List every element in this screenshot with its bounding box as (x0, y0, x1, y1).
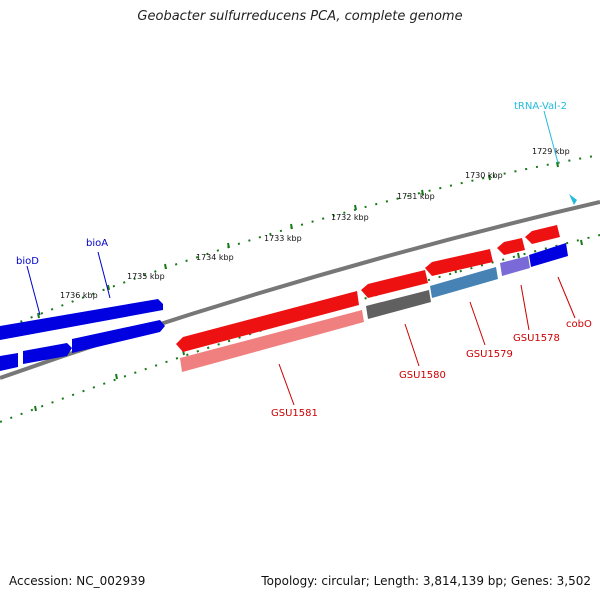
outer-major-ticks (37, 161, 559, 319)
gene-feature-cobO[interactable] (525, 225, 560, 244)
trna-feature-marker[interactable] (569, 194, 577, 205)
callout-lines (26, 110, 576, 406)
scale-label: 1729 kbp (532, 147, 570, 156)
gene-feature-GSU1581-cds[interactable] (180, 310, 364, 372)
scale-label: 1732 kbp (331, 213, 369, 222)
gene-labels: bioD bioA tRNA-Val-2 GSU1581 GSU1580 GSU… (16, 101, 592, 419)
gene-feature-cobO-cds[interactable] (529, 243, 568, 267)
gene-feature[interactable] (72, 320, 165, 353)
gene-label-GSU1581[interactable]: GSU1581 (271, 408, 318, 419)
gene-feature-GSU1580[interactable] (361, 270, 428, 298)
topology-text: Topology: circular; Length: 3,814,139 bp… (261, 574, 591, 588)
red-features (176, 225, 560, 352)
scale-label: 1730 kbp (465, 171, 503, 180)
scale-label: 1731 kbp (397, 192, 435, 201)
accession-text: Accession: NC_002939 (9, 574, 146, 588)
scale-label: 1734 kbp (196, 253, 234, 262)
gene-feature[interactable] (23, 343, 72, 364)
map-title: Geobacter sulfurreducens PCA, complete g… (137, 9, 463, 24)
gene-label-cobO[interactable]: cobO (566, 319, 592, 330)
lower-strand-features (180, 243, 568, 372)
gene-label-GSU1580[interactable]: GSU1580 (399, 370, 446, 381)
gene-feature-GSU1579-cds[interactable] (430, 267, 498, 298)
gene-feature-GSU1579[interactable] (425, 249, 493, 276)
gene-label-GSU1578[interactable]: GSU1578 (513, 333, 560, 344)
gene-feature-GSU1580-cds[interactable] (366, 290, 431, 319)
gene-feature-bioA[interactable] (0, 299, 163, 340)
scale-label: 1735 kbp (127, 272, 165, 281)
gene-label-GSU1579[interactable]: GSU1579 (466, 349, 513, 360)
outer-scale-track (0, 154, 600, 331)
scale-label: 1733 kbp (264, 234, 302, 243)
gene-feature[interactable] (0, 353, 18, 371)
gene-feature-GSU1578[interactable] (497, 238, 525, 255)
scale-labels: 1736 kbp 1735 kbp 1734 kbp 1733 kbp 1732… (60, 147, 570, 300)
scale-label: 1736 kbp (60, 291, 98, 300)
gene-label-bioD[interactable]: bioD (16, 256, 39, 267)
blue-features (0, 299, 165, 371)
gene-feature-GSU1578-cds[interactable] (500, 256, 530, 276)
gene-feature-GSU1581[interactable] (176, 291, 359, 352)
gene-label-trna[interactable]: tRNA-Val-2 (514, 101, 567, 112)
gene-label-bioA[interactable]: bioA (86, 238, 108, 249)
